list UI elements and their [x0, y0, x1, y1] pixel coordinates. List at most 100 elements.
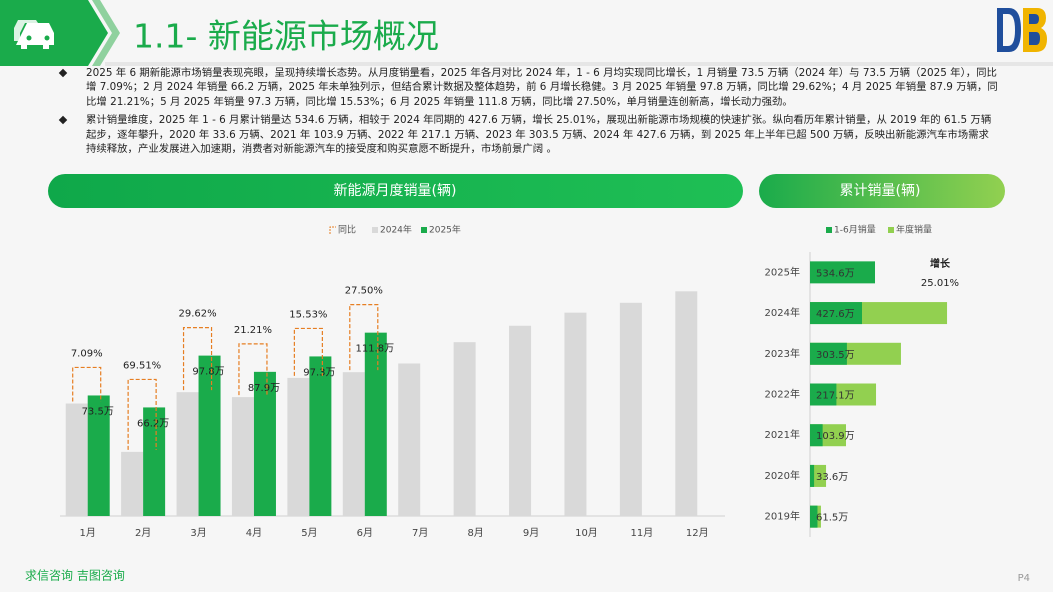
y-tick-label: 2025年 [765, 265, 800, 278]
data-label: 66.2万 [137, 418, 169, 429]
data-label: 15.53% [289, 309, 327, 320]
bar [198, 355, 221, 516]
y-tick-label: 2024年 [765, 306, 800, 319]
data-label: 61.5万 [816, 513, 848, 524]
bar [253, 371, 276, 516]
x-tick-label: 12月 [686, 527, 709, 539]
chart-title: 新能源月度销量(辆) [334, 183, 457, 199]
bar [619, 302, 642, 516]
bullet-marker [58, 68, 68, 78]
legend-label: 同比 [338, 224, 356, 236]
data-label: 73.5万 [82, 406, 114, 417]
data-label: 103.9万 [816, 431, 855, 442]
legend-swatch [329, 226, 336, 234]
bar [121, 451, 144, 516]
data-label: 217.1万 [816, 391, 855, 402]
yoy-bracket [127, 378, 157, 450]
x-tick-label: 2月 [135, 527, 151, 539]
bullet-list: 2025 年 6 期新能源市场销量表现亮眼，呈现持续增长态势。从月度销量看，20… [58, 66, 998, 160]
legend-swatch [888, 227, 894, 233]
bar [509, 325, 532, 516]
data-label: 97.3万 [303, 367, 335, 378]
bar [309, 356, 332, 516]
legend-swatch [421, 227, 427, 233]
y-tick-label: 2019年 [765, 510, 800, 523]
page-number: P4 [1018, 573, 1030, 584]
legend-label: 1-6月销量 [834, 224, 876, 236]
bar [810, 302, 862, 325]
data-label: 7.09% [71, 348, 103, 359]
yoy-bracket [182, 327, 213, 391]
chart-title: 累计销量(辆) [840, 183, 921, 199]
legend-label: 2025年 [429, 224, 461, 236]
yoy-bracket [349, 304, 379, 371]
legend-swatch [372, 227, 378, 233]
bar [342, 372, 365, 516]
header-rule [105, 62, 1053, 66]
bullet: 2025 年 6 期新能源市场销量表现亮眼，呈现持续增长态势。从月度销量看，20… [58, 66, 998, 109]
bar [87, 395, 110, 516]
x-tick-label: 3月 [190, 527, 206, 539]
y-tick-label: 2023年 [765, 347, 800, 360]
car-icon [14, 20, 54, 49]
slide-title: 1.1- 新能源市场概况 [133, 17, 439, 56]
header-chevron [92, 0, 120, 66]
data-label: 27.50% [345, 286, 383, 297]
bar [143, 407, 166, 516]
x-tick-label: 7月 [412, 527, 428, 539]
x-tick-label: 5月 [301, 527, 317, 539]
bar [810, 261, 876, 284]
banner [48, 174, 743, 208]
bar [810, 424, 823, 447]
bar [810, 464, 815, 487]
logo [997, 8, 1047, 52]
y-tick-label: 2021年 [765, 428, 800, 441]
banner [759, 174, 1005, 208]
legend-swatch [826, 227, 832, 233]
y-tick-label: 2022年 [765, 388, 800, 401]
bar [453, 342, 476, 516]
data-label: 534.6万 [816, 268, 855, 279]
bar [810, 383, 837, 406]
data-label: 69.51% [123, 360, 161, 371]
bar [810, 505, 818, 528]
bar [675, 291, 698, 516]
data-label: 29.62% [178, 309, 216, 320]
bar [810, 342, 847, 365]
bullet-text: 累计销量维度，2025 年 1 - 6 月累计销量达 534.6 万辆，相较于 … [86, 114, 992, 156]
data-label: 427.6万 [816, 309, 855, 320]
yoy-bracket [72, 366, 102, 402]
footer-brand: 求信咨询 吉图咨询 [25, 568, 125, 583]
legend-label: 年度销量 [896, 224, 932, 236]
data-label: 21.21% [234, 325, 272, 336]
bullet-marker [58, 115, 68, 125]
data-label: 97.8万 [192, 367, 224, 378]
x-tick-label: 11月 [631, 527, 654, 539]
data-label: 111.8万 [355, 344, 394, 355]
data-label: 33.6万 [816, 472, 848, 483]
legend-label: 2024年 [380, 224, 412, 236]
yoy-bracket [238, 343, 268, 396]
x-tick-label: 6月 [357, 527, 373, 539]
bar [398, 363, 421, 516]
bar [287, 377, 310, 516]
bullet-text: 2025 年 6 期新能源市场销量表现亮眼，呈现持续增长态势。从月度销量看，20… [86, 67, 998, 108]
x-tick-label: 10月 [575, 527, 598, 539]
x-tick-label: 4月 [246, 527, 262, 539]
bar [65, 403, 88, 516]
y-tick-label: 2020年 [765, 469, 800, 482]
x-tick-label: 9月 [523, 527, 539, 539]
bar [564, 312, 587, 516]
annotation: 增长 [930, 257, 951, 270]
data-label: 87.9万 [248, 383, 280, 394]
yoy-bracket [293, 327, 323, 376]
bar [364, 332, 387, 516]
x-tick-label: 8月 [467, 527, 483, 539]
x-tick-label: 1月 [80, 527, 96, 539]
bullet: 累计销量维度，2025 年 1 - 6 月累计销量达 534.6 万辆，相较于 … [58, 113, 998, 156]
data-label: 303.5万 [816, 350, 855, 361]
annotation: 25.01% [921, 278, 959, 289]
bar [176, 392, 199, 516]
